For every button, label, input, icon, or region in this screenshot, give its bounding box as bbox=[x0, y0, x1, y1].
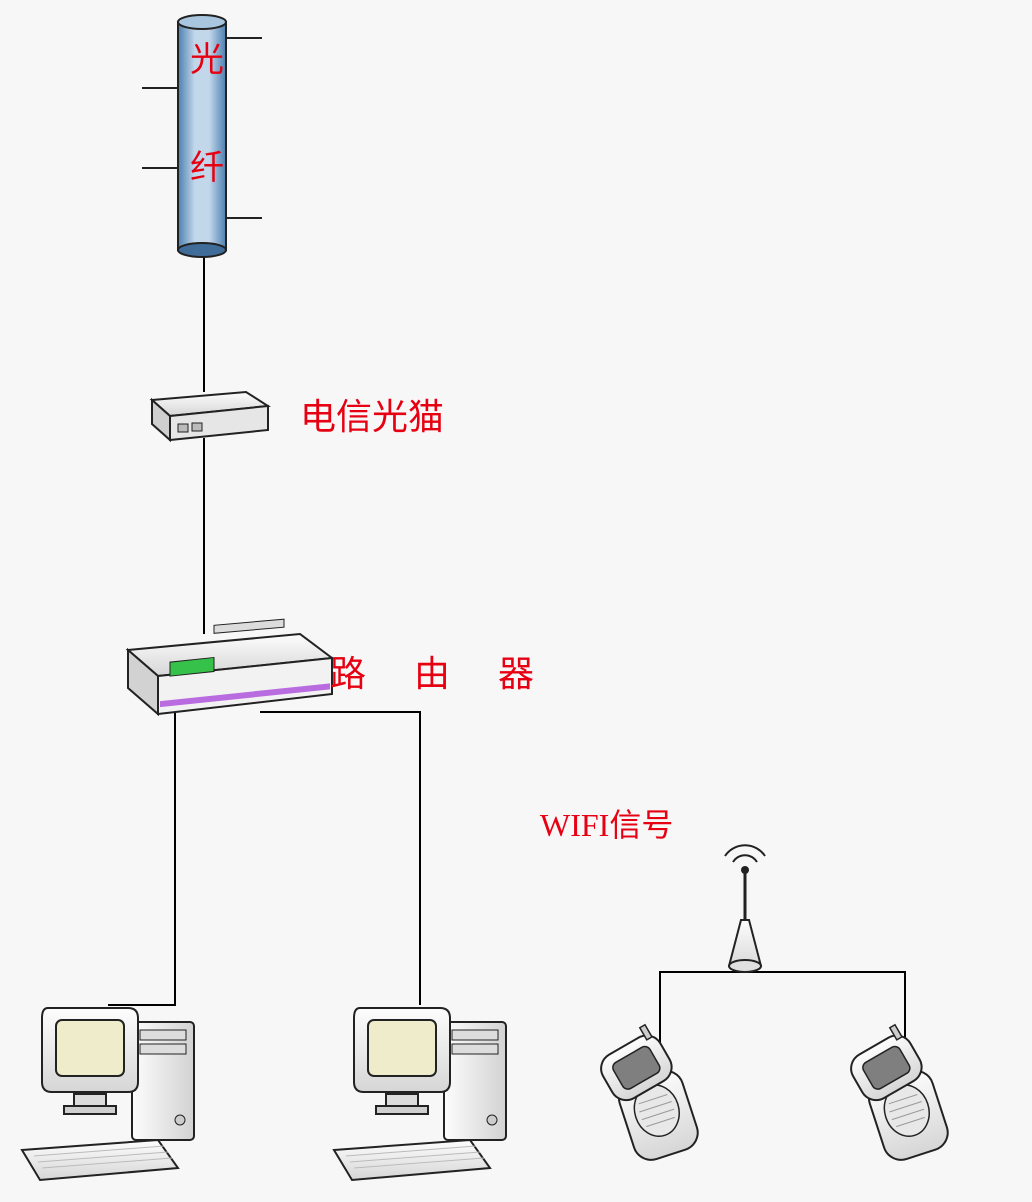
router-icon bbox=[128, 619, 332, 714]
fiber-label-1: 光 bbox=[190, 32, 224, 81]
computer-icon bbox=[22, 1008, 194, 1180]
network-diagram: 光 纤 电信光猫 路 由 器 WIFI信号 bbox=[0, 0, 1032, 1202]
computer-icon bbox=[334, 1008, 506, 1180]
modem-icon bbox=[152, 392, 268, 440]
modem-label: 电信光猫 bbox=[300, 388, 444, 440]
router-label: 路 由 器 bbox=[330, 645, 540, 697]
fiber-label-2: 纤 bbox=[190, 140, 224, 189]
phone-icon bbox=[839, 1019, 953, 1168]
wifi-antenna-icon bbox=[725, 845, 765, 972]
diagram-svg bbox=[0, 0, 1032, 1202]
phone-icon bbox=[589, 1019, 703, 1168]
wifi-label: WIFI信号 bbox=[540, 800, 673, 846]
